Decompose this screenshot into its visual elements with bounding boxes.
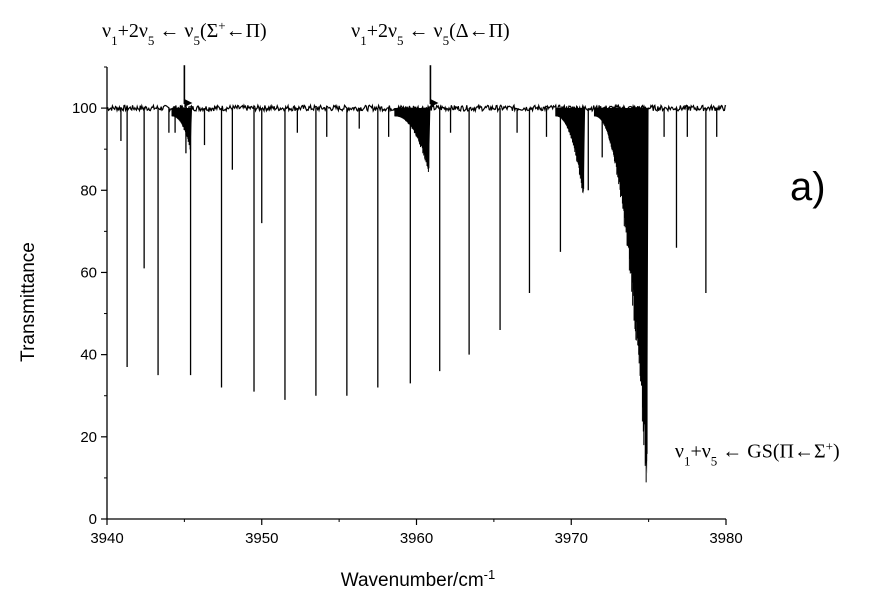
band-annotation: ν1+ν5 ← GS(Π←Σ+) — [675, 438, 840, 468]
x-tick-label: 3940 — [90, 530, 123, 547]
x-tick-label: 3970 — [555, 530, 588, 547]
plot-area — [106, 103, 727, 483]
band-envelope — [555, 108, 586, 195]
x-tick-label: 3980 — [709, 530, 742, 547]
band-envelope — [171, 108, 193, 150]
band-annotation-label: ν1+2ν5 ← ν5(Δ←Π) — [351, 20, 510, 48]
absorption-band — [394, 108, 431, 172]
axes: 3940 3950 3960 3970 3980 0 20 40 60 80 100 — [72, 66, 743, 547]
annotations: ν1+2ν5 ← ν5(Σ+←Π) ν1+2ν5 ← ν5(Δ←Π) ν1+ν5 ←… — [102, 18, 840, 468]
band-annotation: ν1+2ν5 ← ν5(Δ←Π) — [351, 20, 510, 107]
band-envelope — [594, 108, 649, 474]
y-tick-label: 80 — [80, 182, 97, 199]
x-tick-label: 3950 — [245, 530, 278, 547]
band-envelope — [394, 108, 431, 170]
y-tick-label: 60 — [80, 264, 97, 281]
band-annotation-label: ν1+2ν5 ← ν5(Σ+←Π) — [102, 18, 267, 48]
y-tick-label: 40 — [80, 347, 97, 364]
arrow-icon — [184, 98, 193, 107]
absorption-band — [593, 108, 649, 483]
y-tick-label: 20 — [80, 429, 97, 446]
panel-label: a) — [790, 165, 826, 209]
band-annotation-label: ν1+ν5 ← GS(Π←Σ+) — [675, 438, 840, 468]
band-annotation: ν1+2ν5 ← ν5(Σ+←Π) — [102, 18, 267, 107]
x-tick-label: 3960 — [400, 530, 433, 547]
absorption-band — [555, 108, 586, 195]
y-tick-label: 100 — [72, 100, 97, 117]
y-axis-title: Transmittance — [18, 242, 39, 362]
x-axis-title: Wavenumber/cm-1 — [341, 567, 495, 592]
arrow-icon — [430, 98, 439, 107]
y-tick-label: 0 — [89, 511, 97, 528]
